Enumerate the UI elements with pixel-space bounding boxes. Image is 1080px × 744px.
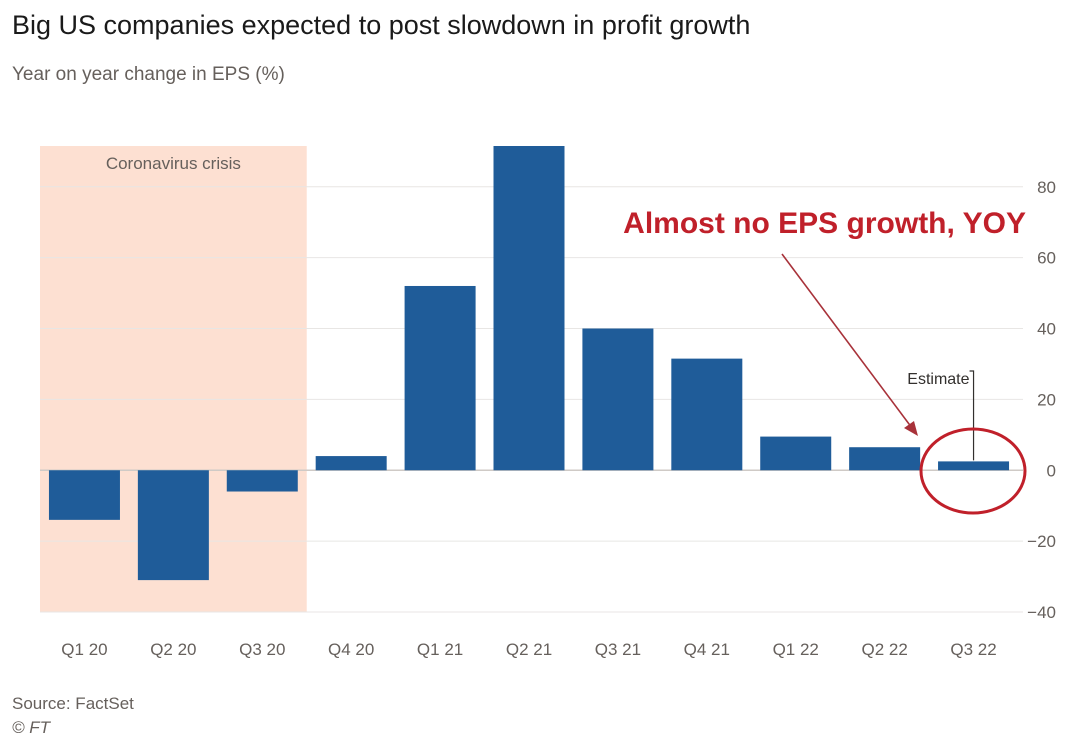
bar <box>315 456 387 471</box>
x-tick-label: Q4 21 <box>684 640 730 659</box>
chart-title: Big US companies expected to post slowdo… <box>12 10 751 40</box>
annotation-arrow <box>781 253 913 429</box>
x-tick-label: Q3 20 <box>239 640 285 659</box>
copyright-note: © FT <box>12 718 51 737</box>
y-tick-label: 80 <box>1037 178 1056 197</box>
y-tick-label: 60 <box>1037 249 1056 268</box>
bar <box>849 447 921 471</box>
estimate-bracket <box>969 370 975 461</box>
bar <box>226 470 298 492</box>
y-tick-label: −20 <box>1027 532 1056 551</box>
bar <box>137 470 209 581</box>
y-tick-label: 0 <box>1047 461 1056 480</box>
x-tick-label: Q3 21 <box>595 640 641 659</box>
bar <box>493 146 565 471</box>
bar-chart: Coronavirus crisis −40 −20 0 20 40 60 80 Q1 20 Q2… <box>40 146 1056 659</box>
x-tick-label: Q1 22 <box>773 640 819 659</box>
x-tick-label: Q4 20 <box>328 640 374 659</box>
annotation-text: Almost no EPS growth, YOY <box>623 207 1026 240</box>
annotation-arrowhead <box>904 421 918 436</box>
annotation-circle <box>919 427 1027 515</box>
bar <box>760 436 832 471</box>
x-tick-label: Q2 20 <box>150 640 196 659</box>
x-tick-label: Q1 20 <box>61 640 107 659</box>
x-tick-label: Q2 22 <box>861 640 907 659</box>
estimate-label: Estimate <box>907 371 969 388</box>
bar <box>404 285 476 471</box>
bar <box>48 470 120 520</box>
bar <box>671 358 743 471</box>
bar <box>938 461 1010 471</box>
x-tick-label: Q3 22 <box>950 640 996 659</box>
y-tick-label: −40 <box>1027 603 1056 622</box>
shaded-region-label: Coronavirus crisis <box>106 154 241 173</box>
x-tick-label: Q2 21 <box>506 640 552 659</box>
y-tick-label: 40 <box>1037 320 1056 339</box>
source-note: Source: FactSet <box>12 694 134 713</box>
chart-subtitle: Year on year change in EPS (%) <box>12 64 285 85</box>
x-tick-label: Q1 21 <box>417 640 463 659</box>
bar <box>582 328 654 471</box>
y-tick-label: 20 <box>1037 390 1056 409</box>
